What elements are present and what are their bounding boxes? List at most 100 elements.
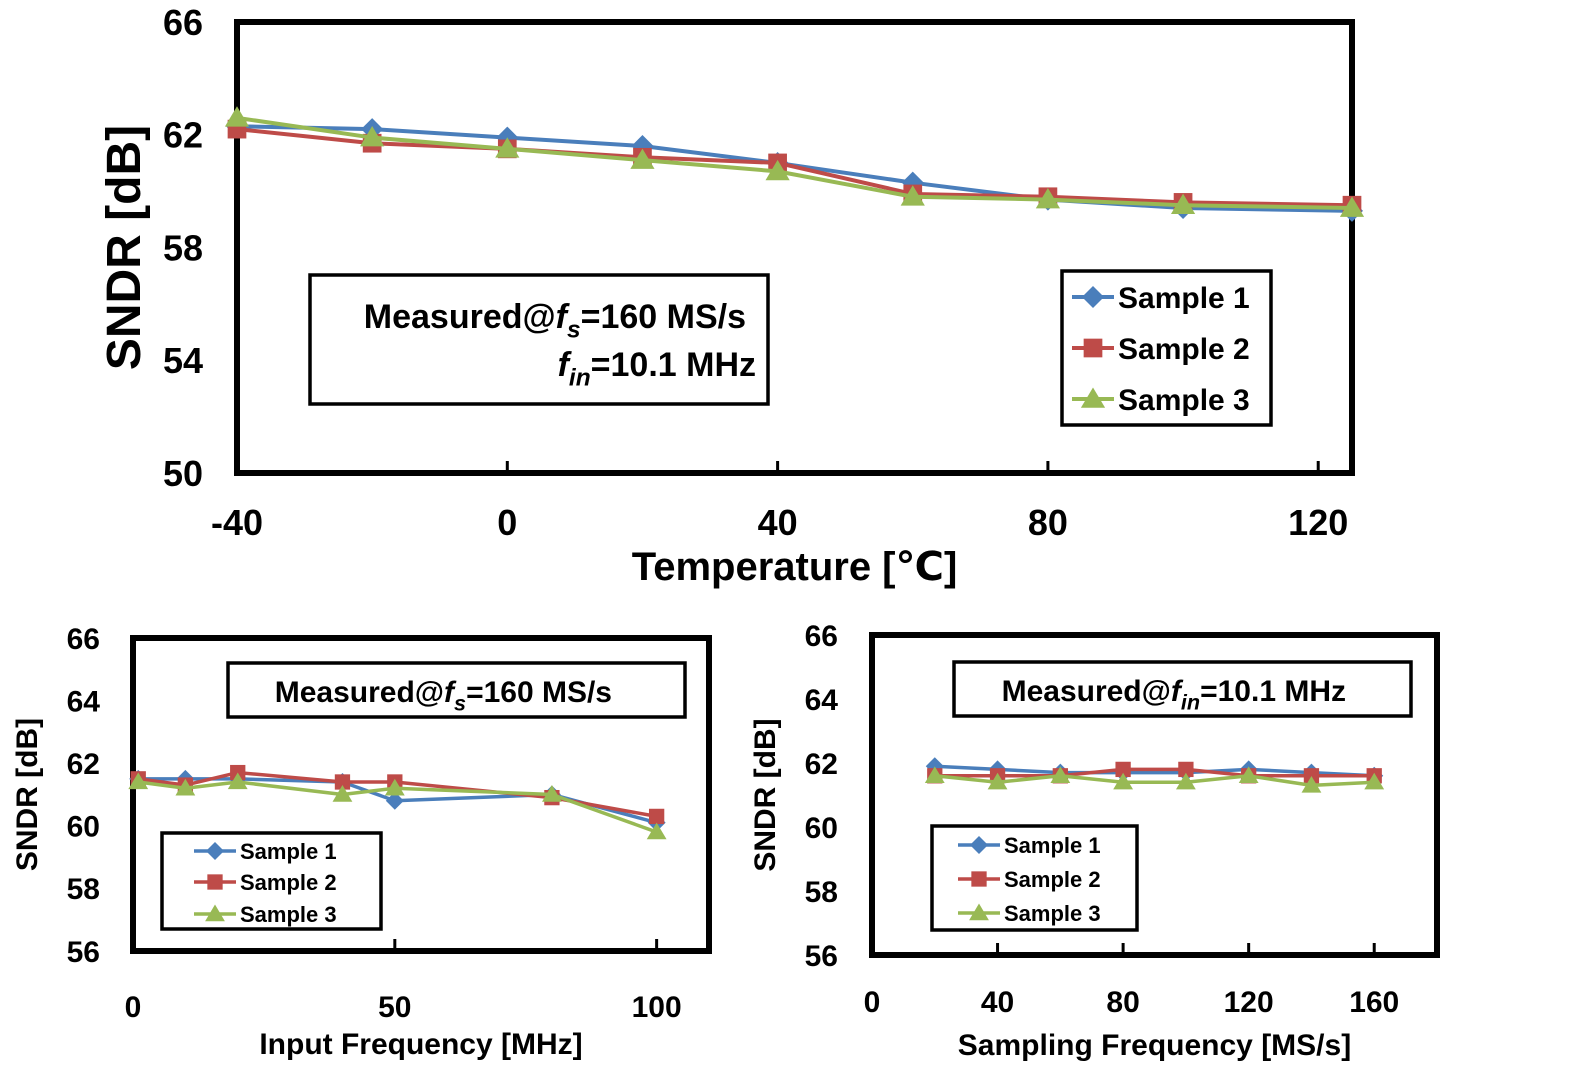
annotation-value: =160 MS/s <box>581 298 746 336</box>
measurement-condition-line-1: Measured@fs=160 MS/s <box>275 676 612 715</box>
data-point-sample-3 <box>630 148 655 169</box>
data-point-sample-1 <box>385 791 404 810</box>
annotation-value: =10.1 MHz <box>591 346 756 384</box>
legend-marker-sample-3 <box>1080 387 1106 408</box>
data-point-sample-3 <box>1339 196 1365 217</box>
data-point-sample-2 <box>334 774 351 790</box>
data-point-sample-2 <box>1178 761 1194 778</box>
annotation-subscript: in <box>569 365 591 392</box>
y-tick-label: 62 <box>67 748 100 781</box>
legend-label-sample-2: Sample 2 <box>1004 867 1101 892</box>
annotation-subscript: s <box>567 317 581 344</box>
y-tick-label: 50 <box>163 453 203 494</box>
y-tick-label: 66 <box>163 2 203 43</box>
measurement-conditions-box <box>952 660 1413 718</box>
legend-label-sample-3: Sample 3 <box>1118 384 1250 417</box>
x-axis-label: Sampling Frequency [MS/s] <box>958 1029 1351 1062</box>
x-tick-label: 40 <box>981 986 1014 1019</box>
annotation-prefix: Measured@ <box>1002 675 1171 708</box>
measurement-condition-line-1: Measured@fin=10.1 MHz <box>1002 675 1346 714</box>
legend-marker-sample-2 <box>1083 338 1103 358</box>
data-point-sample-3 <box>1175 772 1196 790</box>
series-line-sample-1 <box>934 764 1375 778</box>
y-tick-label: 56 <box>805 940 838 973</box>
data-point-sample-3 <box>542 785 562 802</box>
y-tick-label: 66 <box>67 623 100 656</box>
chart-panel-1: -40 0 40 80 120 50 54 58 62 66 Temperature [℃] SNDR… <box>98 2 1365 589</box>
annotation-value: =160 MS/s <box>466 676 612 709</box>
x-tick-label: 120 <box>1224 986 1274 1019</box>
data-point-sample-3 <box>1301 775 1322 793</box>
data-point-sample-3 <box>332 785 353 802</box>
annotation-subscript: s <box>454 690 466 715</box>
data-point-sample-3 <box>987 772 1008 790</box>
data-point-sample-3 <box>227 772 248 790</box>
annotation-variable: f <box>1171 675 1184 708</box>
data-point-sample-3 <box>224 106 250 127</box>
legend-marker-sample-1 <box>1082 286 1104 308</box>
plot-area-border <box>130 635 712 954</box>
y-axis-label: SNDR [dB] <box>749 718 782 871</box>
plot-area-border <box>869 632 1440 958</box>
data-point-sample-3 <box>1170 193 1196 215</box>
data-point-sample-3 <box>1113 772 1134 790</box>
x-tick-label: 100 <box>632 991 682 1024</box>
x-tick-label: 50 <box>378 991 411 1024</box>
x-tick-label: 0 <box>864 986 881 1019</box>
legend-marker-sample-3 <box>969 903 989 921</box>
data-point-sample-2 <box>1303 768 1320 784</box>
x-axis-label: Temperature [℃] <box>632 545 958 589</box>
legend-marker-sample-3 <box>205 904 225 922</box>
y-tick-label: 56 <box>67 936 100 969</box>
x-tick-label: 80 <box>1106 986 1139 1019</box>
y-tick-label: 60 <box>67 811 100 844</box>
measurement-conditions-box <box>226 661 687 719</box>
data-point-sample-3 <box>1238 766 1259 783</box>
measurement-condition-line-1: Measured@fs=160 MS/s <box>364 298 746 344</box>
legend-marker-sample-2 <box>207 874 223 890</box>
x-tick-label: 40 <box>758 502 798 543</box>
annotation-prefix: Measured@ <box>364 298 556 336</box>
annotation-prefix: Measured@ <box>275 676 444 709</box>
series-line-sample-3 <box>934 774 1375 788</box>
chart-panel-2: 0 50 100 56 58 60 62 64 66 Input Frequency [MHz] S… <box>11 623 712 1061</box>
chart-panel-3: 0 40 80 120 160 56 58 60 62 64 66 Sampling Frequenc… <box>749 620 1440 1062</box>
legend-label-sample-1: Sample 1 <box>240 839 337 864</box>
x-tick-label: 120 <box>1288 502 1348 543</box>
data-point-sample-3 <box>128 772 149 790</box>
measurement-condition-line-2: fin=10.1 MHz <box>558 346 756 392</box>
legend-marker-sample-1 <box>970 836 988 854</box>
annotation-value: =10.1 MHz <box>1200 675 1346 708</box>
legend-label-sample-2: Sample 2 <box>240 870 337 895</box>
y-tick-label: 64 <box>67 685 101 718</box>
y-tick-label: 62 <box>163 115 203 156</box>
x-tick-label: -40 <box>211 502 263 543</box>
y-tick-label: 60 <box>805 812 838 845</box>
x-axis-label: Input Frequency [MHz] <box>259 1028 582 1061</box>
data-point-sample-3 <box>1364 772 1385 790</box>
data-point-sample-3 <box>384 778 405 796</box>
annotation-subscript: in <box>1181 689 1200 714</box>
x-tick-label: 0 <box>497 502 517 543</box>
legend-marker-sample-1 <box>206 842 224 860</box>
y-tick-label: 58 <box>805 876 838 909</box>
y-tick-label: 54 <box>163 340 203 381</box>
legend-label-sample-1: Sample 1 <box>1118 282 1250 315</box>
annotation-variable: f <box>558 346 573 384</box>
data-point-sample-3 <box>360 126 385 147</box>
plot-area-border <box>234 19 1355 476</box>
data-point-sample-3 <box>1035 188 1061 209</box>
annotation-variable: f <box>444 676 457 709</box>
legend-label-sample-3: Sample 3 <box>1004 901 1101 926</box>
y-tick-label: 58 <box>163 227 203 268</box>
data-point-sample-3 <box>1050 766 1071 783</box>
x-tick-label: 80 <box>1028 502 1068 543</box>
x-tick-label: 160 <box>1349 986 1399 1019</box>
legend-marker-sample-2 <box>971 871 987 887</box>
annotation-variable: f <box>556 298 571 336</box>
data-point-sample-3 <box>765 159 790 181</box>
legend-label-sample-1: Sample 1 <box>1004 833 1101 858</box>
y-tick-label: 58 <box>67 873 100 906</box>
y-tick-label: 64 <box>805 684 839 717</box>
